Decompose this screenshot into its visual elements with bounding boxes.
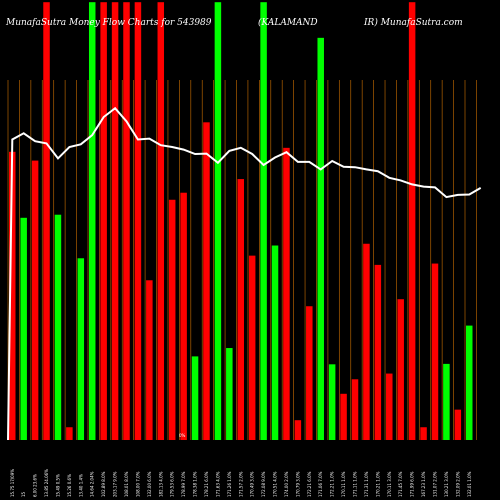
bar-up bbox=[77, 258, 85, 440]
tick-label: 171.45 7.0% bbox=[398, 471, 403, 497]
bar-down bbox=[248, 255, 256, 440]
tick-label: 130.21 3.0% bbox=[444, 471, 449, 497]
tick-label: 102.89 8.0% bbox=[101, 471, 106, 497]
bar-up bbox=[20, 217, 27, 440]
bar-up bbox=[317, 37, 324, 441]
tick-label: 14.64 2.04% bbox=[90, 471, 95, 497]
tick-label: 170.79 3.0% bbox=[295, 471, 300, 497]
bar-down bbox=[294, 420, 302, 440]
tick-label: 171.11 1.0% bbox=[353, 471, 358, 497]
bar-up bbox=[191, 356, 199, 440]
bar-down bbox=[363, 243, 370, 440]
tick-label: 13.40 1.4% bbox=[78, 474, 83, 497]
bar-down bbox=[431, 263, 439, 440]
tick-label: 132.01 1.0% bbox=[467, 471, 472, 497]
bar-down bbox=[408, 2, 416, 440]
bar-down bbox=[386, 373, 393, 440]
tick-label: 174.00 2.0% bbox=[284, 471, 289, 497]
bar-up bbox=[443, 363, 450, 440]
tick-label: 178.99 7.0% bbox=[181, 471, 186, 497]
grid-lines bbox=[7, 80, 477, 440]
tick-label: 172.08 9.0% bbox=[261, 471, 266, 497]
tick-label: 170.21 1.0% bbox=[375, 471, 380, 497]
mid-marker: 0% bbox=[179, 433, 186, 438]
bar-down bbox=[237, 179, 244, 440]
bar-down bbox=[123, 2, 130, 440]
tick-label: 178.21 6.0% bbox=[204, 471, 209, 497]
tick-labels: 15.75 17/09% 15 6.00 23.6% 13.85 24.06% 15.4… bbox=[10, 469, 472, 497]
bar-down bbox=[100, 2, 107, 440]
tick-label: 170.49 3.0% bbox=[250, 471, 255, 497]
bar-down bbox=[9, 151, 16, 441]
tick-label: 6.00 23.6% bbox=[33, 474, 38, 497]
bar-up bbox=[88, 2, 96, 440]
tick-label: 170.11 3.0% bbox=[387, 471, 392, 497]
tick-label: 167.23 1.0% bbox=[421, 471, 426, 497]
bar-up bbox=[226, 348, 233, 440]
price-line bbox=[7, 106, 482, 441]
bar-down bbox=[43, 2, 50, 440]
tick-label: 108.01 8.0% bbox=[124, 471, 129, 497]
tick-label: 171.06 7.0% bbox=[318, 471, 323, 497]
tick-label: 178.38 1.0% bbox=[193, 471, 198, 497]
bar-up bbox=[328, 364, 336, 440]
bar-down bbox=[66, 427, 73, 440]
chart-title-right: IR) MunafaSutra.com bbox=[363, 17, 463, 28]
tick-label: 170.51 4.0% bbox=[273, 471, 278, 497]
tick-label: 179.53 6.0% bbox=[170, 471, 175, 497]
tick-label: 171.26 1.0% bbox=[227, 471, 232, 497]
bar-up bbox=[54, 214, 62, 440]
tick-label: 171.99 6.0% bbox=[410, 471, 415, 497]
tick-label: 171.31 1.0% bbox=[364, 471, 369, 497]
tick-label: 13.85 24.06% bbox=[44, 469, 49, 497]
price-line-group bbox=[7, 106, 482, 441]
bar-down bbox=[146, 280, 153, 440]
tick-label: 171.63 4.0% bbox=[215, 471, 220, 497]
tick-label: 15.26 0.6% bbox=[67, 474, 72, 497]
tick-label: 171.57 2.0% bbox=[238, 471, 243, 497]
bar-down bbox=[111, 2, 119, 440]
bar-up bbox=[214, 2, 222, 440]
tick-label: 132.09 2.0% bbox=[455, 471, 460, 497]
tick-label: 182.13 4.0% bbox=[158, 471, 163, 497]
bar-down bbox=[374, 264, 382, 440]
bar-down bbox=[203, 122, 210, 440]
tick-label: 131.07 2.0% bbox=[432, 471, 437, 497]
bar-down bbox=[134, 2, 142, 440]
tick-label: 15.49 0.5% bbox=[55, 474, 60, 497]
tick-label: 15.75 17/09% bbox=[10, 469, 15, 497]
bar-down bbox=[420, 427, 427, 440]
tick-label: 15 bbox=[21, 491, 26, 497]
bar-up bbox=[271, 245, 279, 440]
bar-down bbox=[157, 2, 165, 440]
tick-label: 132.00 6.0% bbox=[147, 471, 152, 497]
tick-label: 172.21 6.0% bbox=[307, 471, 312, 497]
bar-down bbox=[31, 160, 39, 440]
tick-label: 172.21 1.0% bbox=[330, 471, 335, 497]
chart-title-mid: (KALAMAND bbox=[258, 17, 318, 28]
tick-label: 170.11 1.0% bbox=[341, 471, 346, 497]
bar-down bbox=[397, 299, 404, 440]
bar-down bbox=[351, 379, 359, 440]
bar-down bbox=[306, 306, 313, 440]
bar-down bbox=[168, 199, 176, 440]
chart-title-left: MunafaSutra Money Flow Charts for 543989 bbox=[5, 18, 212, 28]
tick-label: 203.17 9.0% bbox=[113, 471, 118, 497]
bar-down bbox=[283, 147, 290, 440]
bar-up bbox=[466, 325, 473, 440]
bar-down bbox=[180, 192, 187, 440]
bars bbox=[9, 2, 473, 441]
bar-down bbox=[340, 393, 347, 440]
bar-down bbox=[454, 409, 462, 440]
bar-up bbox=[260, 2, 267, 440]
tick-label: 108.00 7.0% bbox=[135, 471, 140, 497]
